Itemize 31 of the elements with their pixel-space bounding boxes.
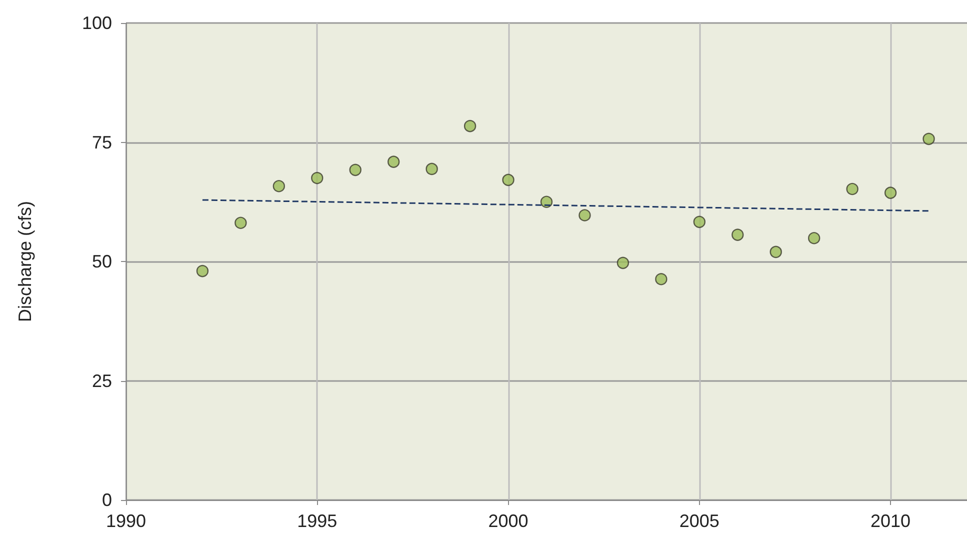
point xyxy=(578,209,591,222)
x-tick-label: 1990 xyxy=(106,511,146,531)
point xyxy=(426,162,438,176)
point xyxy=(655,273,668,286)
point xyxy=(234,216,247,229)
x-tick-label: 2005 xyxy=(679,511,720,531)
point xyxy=(884,186,897,199)
point xyxy=(540,196,553,208)
x-tick-label: 2010 xyxy=(870,511,911,531)
y-tick-label: 75 xyxy=(92,132,112,152)
point xyxy=(502,174,514,186)
point xyxy=(846,182,858,196)
point xyxy=(693,216,706,228)
point xyxy=(770,246,782,258)
point xyxy=(272,180,286,192)
y-tick-label: 50 xyxy=(92,252,112,272)
y-tick-label: 25 xyxy=(92,370,112,391)
point xyxy=(922,132,935,146)
x-tick-label: 1995 xyxy=(297,511,338,531)
point xyxy=(311,172,324,184)
point xyxy=(732,228,744,241)
y-tick-label: 0 xyxy=(102,490,112,510)
point xyxy=(616,256,630,270)
point xyxy=(388,156,400,168)
x-tick-label: 2000 xyxy=(488,511,528,531)
point xyxy=(196,264,209,278)
point xyxy=(808,232,820,244)
point xyxy=(464,120,476,132)
y-axis-title: Discharge (cfs) xyxy=(15,200,35,322)
y-tick-label: 100 xyxy=(82,13,112,33)
point xyxy=(349,164,362,176)
